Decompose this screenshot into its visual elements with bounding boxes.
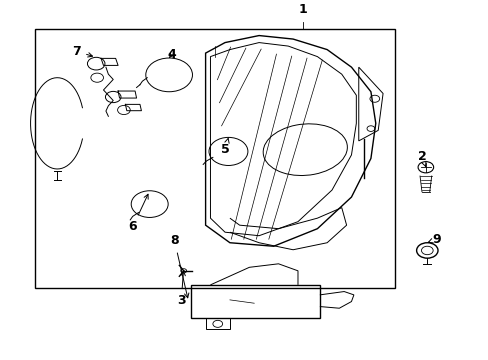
Text: 2: 2: [417, 150, 426, 166]
Text: 5: 5: [220, 138, 229, 156]
Text: 8: 8: [170, 234, 188, 298]
Text: 6: 6: [128, 194, 148, 233]
Text: 4: 4: [167, 48, 176, 61]
Text: 7: 7: [72, 45, 92, 58]
Text: 9: 9: [427, 233, 440, 246]
Text: 3: 3: [177, 271, 185, 307]
Bar: [35, 28, 394, 288]
Text: 1: 1: [298, 3, 306, 16]
